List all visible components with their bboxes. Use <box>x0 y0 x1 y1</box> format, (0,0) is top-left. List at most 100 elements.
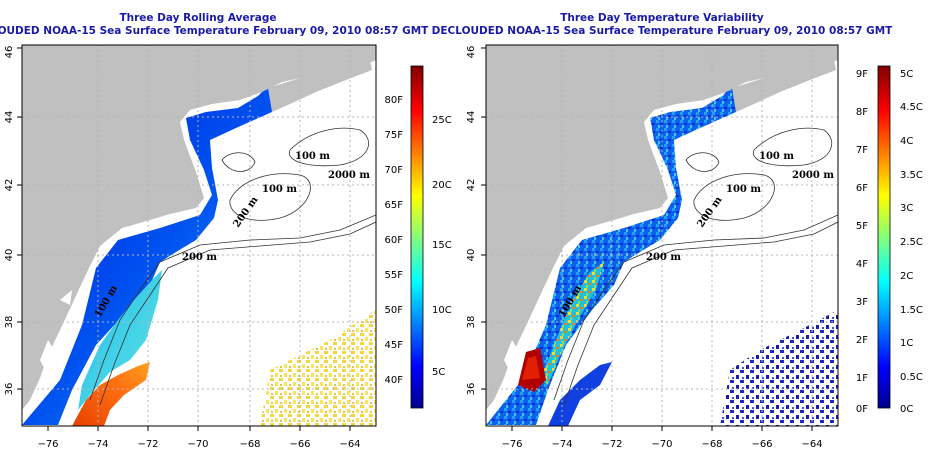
colorbar-c-label: 25C <box>432 115 452 126</box>
colorbar-c-label: 20C <box>432 180 452 191</box>
colorbar-f-label: 8F <box>856 107 868 118</box>
y-tick: 40 <box>4 249 15 262</box>
y-tick: 46 <box>466 46 477 59</box>
land-mass <box>22 45 376 410</box>
contour-label-100m-a: 100 m <box>759 151 794 162</box>
offshore-warm-patches <box>260 310 376 426</box>
colorbar-f-label: 1F <box>856 373 868 384</box>
y-tick: 38 <box>466 316 477 329</box>
x-tick: −66 <box>751 439 772 450</box>
colorbar-c-label: 2.5C <box>900 237 923 248</box>
x-tick: −64 <box>801 439 822 450</box>
x-tick: −70 <box>651 439 672 450</box>
y-tick: 44 <box>4 111 15 124</box>
x-tick: −72 <box>137 439 158 450</box>
colorbar-f-label: 45F <box>385 340 404 351</box>
colorbar-f-label: 5F <box>856 221 868 232</box>
right-colorbar: 9F 8F 7F 6F 5F 4F 3F 2F 1F 0F 5C 4.5C 4C… <box>856 65 923 415</box>
contour-label-200m-b: 200 m <box>182 252 217 263</box>
left-map-frame <box>21 44 377 427</box>
x-tick: −66 <box>289 439 310 450</box>
left-map-area: 100 m 2000 m 100 m 200 m 200 m 100 m <box>22 45 376 426</box>
contour-label-100m-b: 100 m <box>726 184 761 195</box>
y-tick: 46 <box>4 46 15 59</box>
land-nova-scotia <box>732 60 836 112</box>
x-tick: −64 <box>339 439 360 450</box>
contour-label-100m-b: 100 m <box>262 184 297 195</box>
right-grid <box>486 45 838 426</box>
y-tick: 42 <box>4 179 15 192</box>
colorbar-f-label: 40F <box>385 375 404 386</box>
right-bathymetry-contours <box>553 127 838 406</box>
x-tick: −70 <box>187 439 208 450</box>
variability-offshore-patches <box>720 310 838 426</box>
colorbar-f-label: 4F <box>856 259 868 270</box>
colorbar-c-label: 3C <box>900 203 913 214</box>
x-tick: −76 <box>501 439 522 450</box>
colorbar-c-label: 4.5C <box>900 102 923 113</box>
colorbar-f-label: 80F <box>385 95 404 106</box>
colorbar-f-label: 9F <box>856 69 868 80</box>
left-y-axis: 36 38 40 42 44 46 <box>4 46 15 396</box>
right-colorbar-gradient <box>877 65 891 409</box>
colorbar-c-label: 1.5C <box>900 305 923 316</box>
right-x-axis: −76 −74 −72 −70 −68 −66 −64 <box>501 439 822 450</box>
x-tick: −76 <box>37 439 58 450</box>
colorbar-f-label: 7F <box>856 145 868 156</box>
colorbar-f-label: 60F <box>385 235 404 246</box>
variability-shelf <box>486 86 742 425</box>
right-map-area: 100 m 2000 m 100 m 200 m 200 m 100 m <box>486 45 838 426</box>
colorbar-c-label: 2C <box>900 271 913 282</box>
right-title-line2: DECLOUDED NOAA-15 Sea Surface Temperatur… <box>432 25 893 37</box>
left-map-panel: Three Day Rolling Average DECLOUDED NOAA… <box>0 12 452 450</box>
colorbar-c-label: 1C <box>900 338 913 349</box>
colorbar-f-label: 50F <box>385 305 404 316</box>
land-nova-scotia <box>268 60 372 112</box>
contour-label-100m-a: 100 m <box>295 151 330 162</box>
colorbar-f-label: 2F <box>856 335 868 346</box>
y-tick: 44 <box>466 111 477 124</box>
colorbar-c-label: 0C <box>900 404 913 415</box>
variability-high-band <box>540 262 604 385</box>
x-tick: −74 <box>87 439 108 450</box>
land-mass <box>486 45 838 410</box>
colorbar-c-label: 0.5C <box>900 372 923 383</box>
left-colorbar-gradient <box>410 65 424 409</box>
left-title-line1: Three Day Rolling Average <box>119 12 276 24</box>
right-map-panel: Three Day Temperature Variability DECLOU… <box>432 12 923 450</box>
left-x-axis: −76 −74 −72 −70 −68 −66 −64 <box>37 439 360 450</box>
colorbar-f-label: 0F <box>856 404 868 415</box>
y-tick: 38 <box>4 316 15 329</box>
colorbar-c-label: 4C <box>900 136 913 147</box>
right-title-line1: Three Day Temperature Variability <box>560 12 764 24</box>
colorbar-c-label: 10C <box>432 305 452 316</box>
colorbar-f-label: 70F <box>385 165 404 176</box>
colorbar-c-label: 3.5C <box>900 170 923 181</box>
left-ticks <box>17 47 351 431</box>
right-ticks <box>481 47 813 431</box>
y-tick: 42 <box>466 179 477 192</box>
colorbar-f-label: 3F <box>856 297 868 308</box>
colorbar-f-label: 75F <box>385 130 404 141</box>
variability-gulf-edge <box>548 362 612 426</box>
left-title-line2: DECLOUDED NOAA-15 Sea Surface Temperatur… <box>0 25 429 37</box>
y-tick: 40 <box>466 249 477 262</box>
contour-label-2000m: 2000 m <box>792 170 834 181</box>
colorbar-c-label: 5C <box>900 69 913 80</box>
colorbar-c-label: 15C <box>432 240 452 251</box>
y-tick: 36 <box>4 383 15 396</box>
contour-label-2000m: 2000 m <box>328 170 370 181</box>
shelf-water-cold <box>22 86 278 425</box>
contour-label-200m-b: 200 m <box>646 252 681 263</box>
y-tick: 36 <box>466 383 477 396</box>
colorbar-f-label: 6F <box>856 183 868 194</box>
left-bathymetry-contours <box>89 127 376 406</box>
x-tick: −74 <box>551 439 572 450</box>
x-tick: −72 <box>601 439 622 450</box>
gulf-stream <box>72 362 150 426</box>
right-y-axis: 36 38 40 42 44 46 <box>466 46 477 396</box>
left-colorbar: 80F 75F 70F 65F 60F 55F 50F 45F 40F 25C … <box>385 65 452 409</box>
colorbar-c-label: 5C <box>432 367 445 378</box>
colorbar-f-label: 55F <box>385 270 404 281</box>
